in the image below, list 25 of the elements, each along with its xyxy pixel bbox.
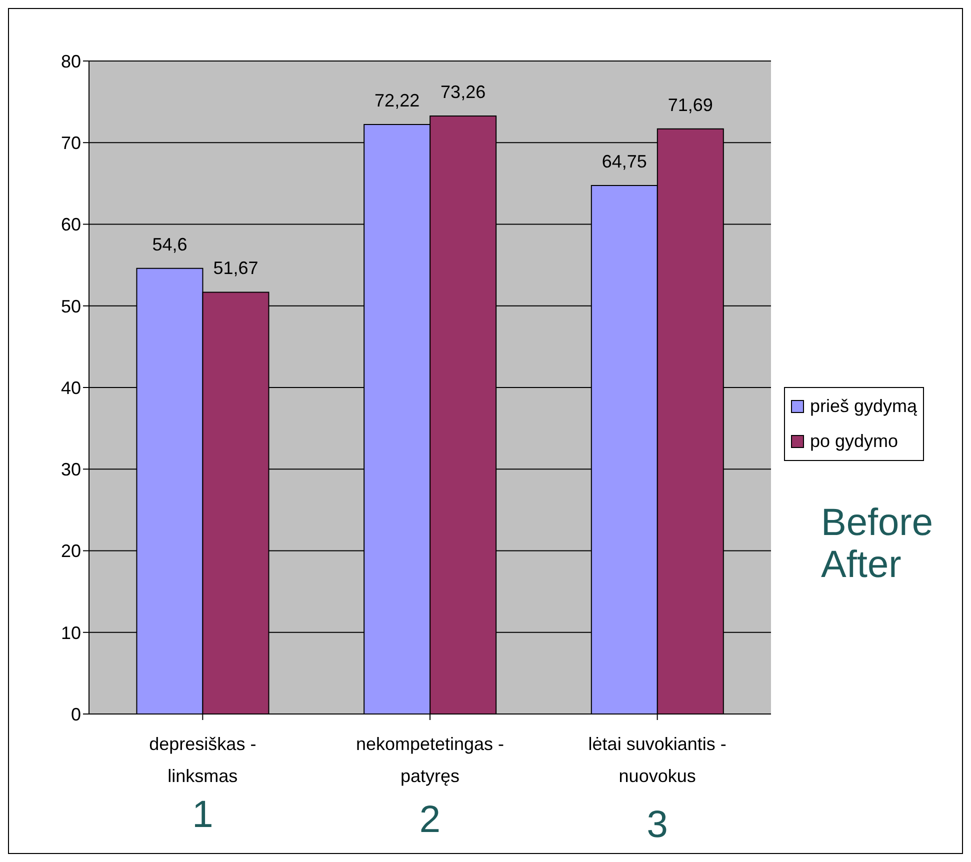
data-label: 64,75: [602, 151, 647, 172]
data-label: 51,67: [213, 258, 258, 278]
x-tick-label: nekompetetingas - patyręs: [356, 734, 504, 786]
text: Before: [821, 502, 933, 544]
data-label: 71,69: [668, 94, 713, 115]
y-tick-label: 60: [60, 214, 81, 235]
x-tick-label: depresiškas - linksmas: [149, 734, 256, 786]
y-tick-label: 70: [60, 133, 81, 154]
text: After: [821, 544, 902, 586]
legend-label: prieš gydymą: [810, 396, 918, 417]
y-tick-label: 10: [60, 622, 81, 643]
y-tick-label: 30: [60, 460, 81, 480]
legend-label: po gydymo: [810, 431, 898, 452]
data-label: 73,26: [440, 82, 486, 102]
text: 3: [646, 804, 669, 846]
y-tick-label: 20: [60, 541, 81, 562]
data-label: 72,22: [374, 90, 420, 111]
y-tick-label: 50: [60, 296, 81, 316]
text: 2: [418, 799, 442, 841]
y-tick-label: 0: [70, 704, 81, 724]
data-label: 54,6: [152, 234, 188, 254]
text: 1: [191, 794, 214, 836]
y-tick-label: 40: [60, 378, 81, 398]
y-tick-label: 80: [60, 51, 81, 72]
x-tick-label: lėtai suvokiantis - nuovokus: [588, 734, 726, 786]
